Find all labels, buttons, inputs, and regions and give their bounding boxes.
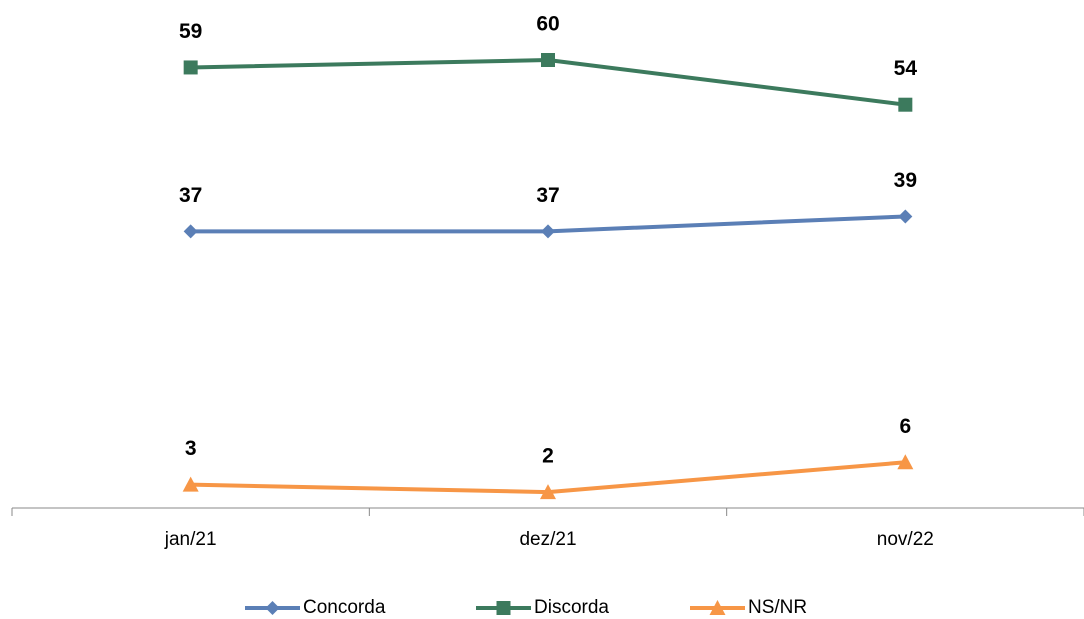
data-label: 59 — [179, 20, 202, 43]
data-label: 37 — [179, 184, 202, 207]
point-marker — [183, 60, 198, 75]
point-marker — [182, 476, 199, 492]
point-marker — [183, 224, 198, 239]
data-label: 54 — [894, 57, 918, 80]
point-marker — [898, 97, 913, 112]
point-marker — [897, 454, 914, 470]
legend-label: Concorda — [303, 597, 386, 618]
legend-label: NS/NR — [748, 597, 807, 618]
x-tick-label: dez/21 — [519, 529, 576, 550]
point-marker — [540, 484, 556, 500]
legend-label: Discorda — [534, 597, 609, 618]
point-marker — [541, 53, 555, 67]
x-tick-label: jan/21 — [164, 529, 217, 550]
data-label: 39 — [894, 169, 917, 192]
data-label: 60 — [536, 13, 559, 36]
data-label: 2 — [542, 445, 554, 468]
data-label: 37 — [536, 184, 559, 207]
data-label: 3 — [185, 437, 197, 460]
point-marker — [541, 224, 555, 239]
legend-marker — [265, 601, 280, 615]
legend-marker — [709, 600, 726, 615]
x-tick-label: nov/22 — [877, 529, 934, 550]
point-marker — [898, 209, 913, 224]
legend-marker — [496, 601, 511, 615]
data-label: 6 — [899, 415, 911, 438]
